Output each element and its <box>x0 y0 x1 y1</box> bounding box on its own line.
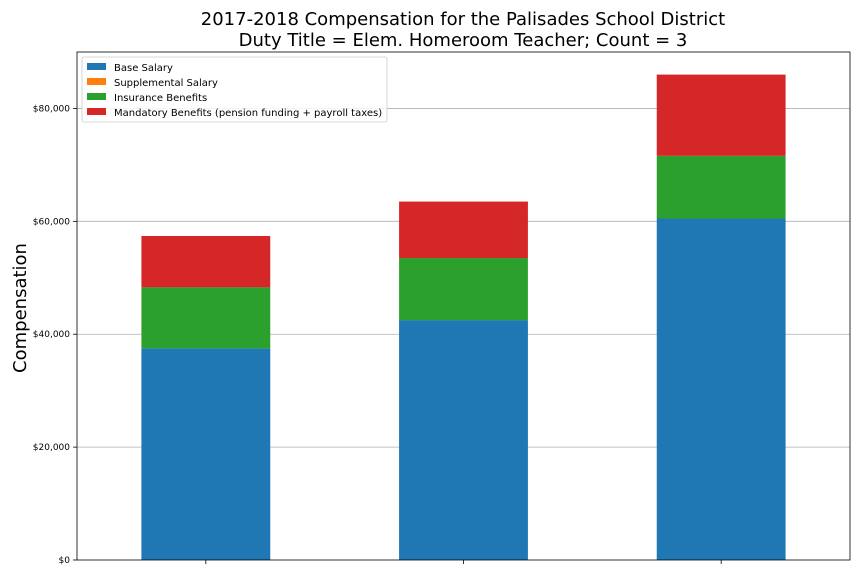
legend-label: Supplemental Salary <box>114 78 218 89</box>
bar-segment <box>656 155 786 219</box>
legend-swatch <box>87 63 106 70</box>
legend: Base Salary Supplemental Salary Insurance … <box>81 56 388 123</box>
legend-swatch <box>87 108 106 115</box>
bar-segment <box>656 74 786 156</box>
y-tick-label: $60,000 <box>33 217 70 227</box>
chart-subtitle: Duty Title = Elem. Homeroom Teacher; Cou… <box>239 30 688 51</box>
bar-segment <box>656 218 786 560</box>
bar-segment <box>141 287 271 349</box>
axes: $0 $20,000 $40,000 $60,000 $80,000 <box>33 51 851 566</box>
y-tick-label: $40,000 <box>33 330 70 340</box>
bar-segment <box>399 201 528 259</box>
y-tick-label: $0 <box>59 556 71 566</box>
plot-frame <box>76 51 851 561</box>
y-tick-label: $80,000 <box>33 104 70 114</box>
legend-box <box>81 56 388 123</box>
legend-label: Base Salary <box>114 63 173 74</box>
legend-label: Insurance Benefits <box>114 93 207 104</box>
bar-segment <box>399 258 528 321</box>
bars <box>141 74 786 560</box>
bar-segment <box>141 348 271 560</box>
y-tick-label: $20,000 <box>33 443 70 453</box>
y-axis-label: Compensation <box>10 243 31 373</box>
legend-label: Mandatory Benefits (pension funding + pa… <box>114 108 382 119</box>
bar-segment <box>141 236 271 288</box>
legend-swatch <box>87 93 106 100</box>
legend-swatch <box>87 78 106 85</box>
bar-segment <box>399 320 528 560</box>
chart-title: 2017-2018 Compensation for the Palisades… <box>201 9 725 30</box>
